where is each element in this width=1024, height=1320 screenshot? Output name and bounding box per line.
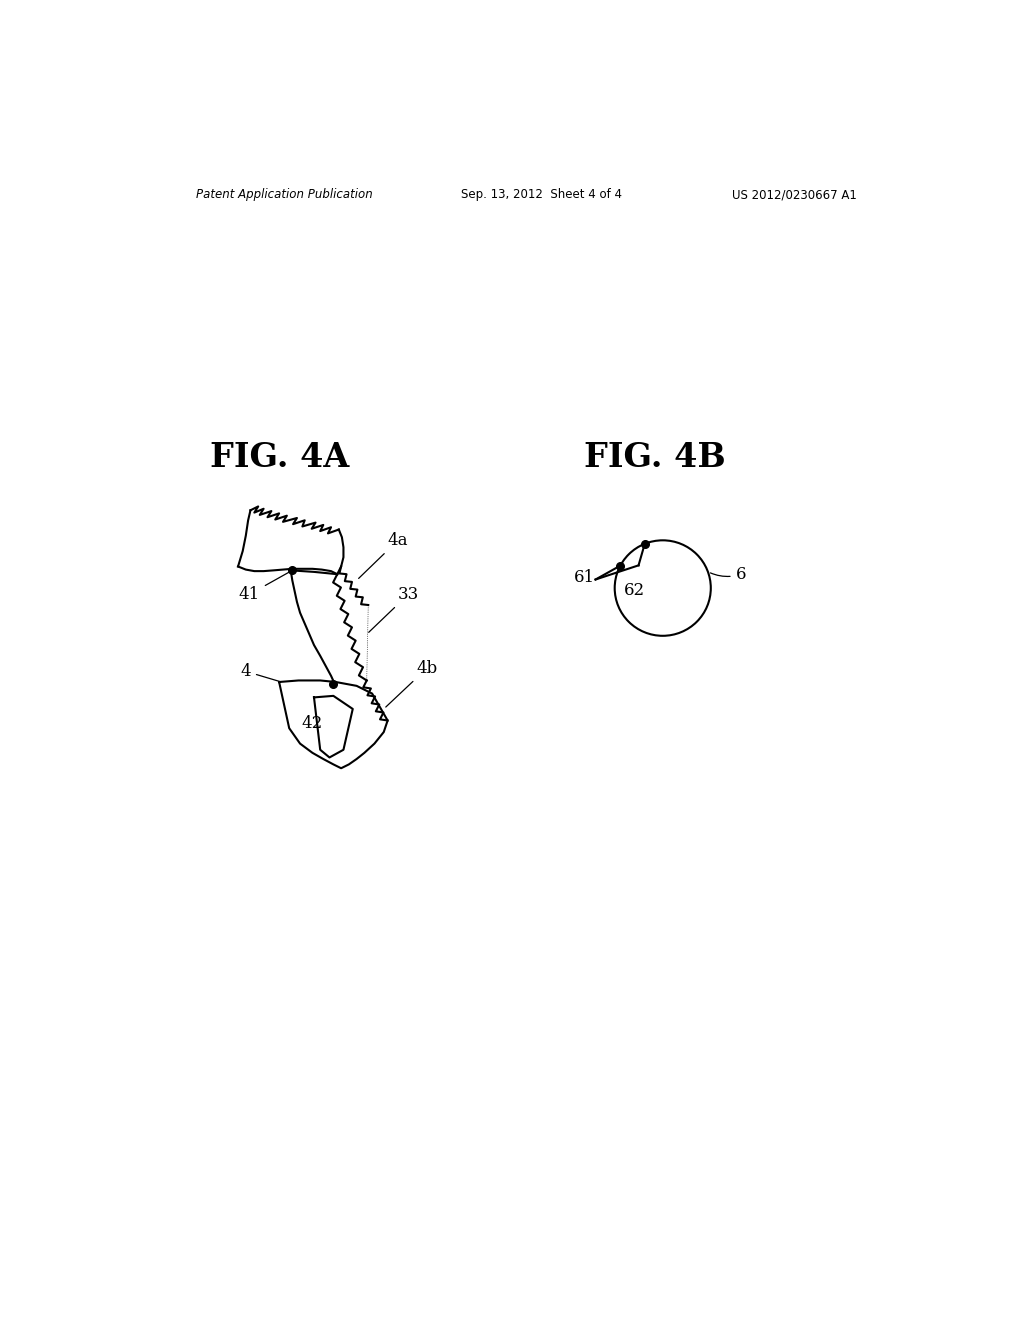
- Text: 62: 62: [624, 582, 645, 599]
- Text: 41: 41: [239, 572, 290, 603]
- Text: FIG. 4A: FIG. 4A: [210, 441, 349, 474]
- Text: Sep. 13, 2012  Sheet 4 of 4: Sep. 13, 2012 Sheet 4 of 4: [461, 187, 623, 201]
- Text: 4: 4: [241, 663, 279, 681]
- Text: US 2012/0230667 A1: US 2012/0230667 A1: [731, 187, 856, 201]
- Text: Patent Application Publication: Patent Application Publication: [197, 187, 373, 201]
- Text: 4b: 4b: [386, 660, 437, 708]
- Text: 6: 6: [711, 566, 746, 583]
- Text: FIG. 4B: FIG. 4B: [584, 441, 726, 474]
- Text: 33: 33: [369, 586, 419, 632]
- Text: 61: 61: [573, 569, 595, 586]
- Text: 42: 42: [302, 715, 324, 733]
- Text: 4a: 4a: [358, 532, 409, 578]
